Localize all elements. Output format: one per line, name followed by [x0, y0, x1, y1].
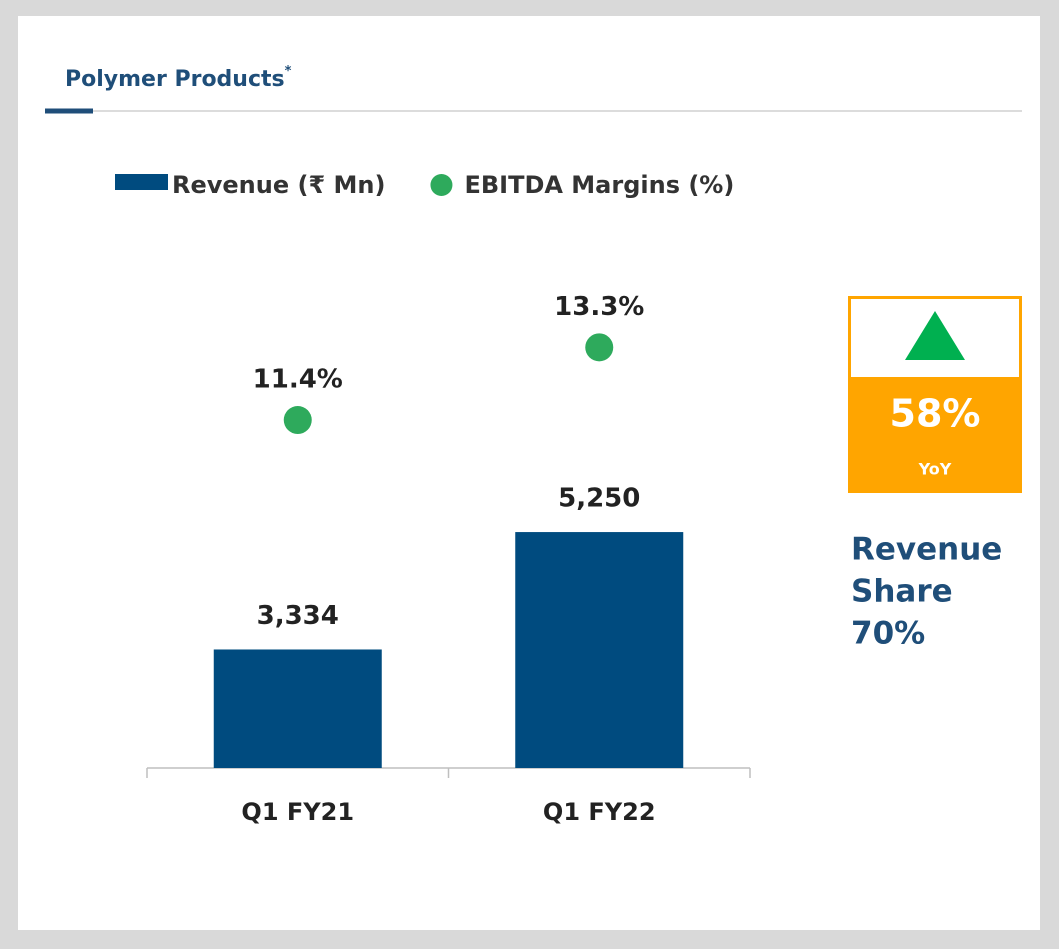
x-tick-label: Q1 FY21 [241, 798, 354, 826]
legend-label: Revenue (₹ Mn) [172, 171, 385, 199]
data-label: 3,334 [257, 601, 339, 631]
dot [283, 406, 312, 435]
bar [515, 532, 684, 768]
data-label: 5,250 [558, 484, 640, 514]
data-label: 13.3% [554, 292, 644, 322]
legend-swatch [430, 174, 453, 196]
chart-title: Polymer Products* [65, 64, 292, 93]
data-label: 11.4% [253, 365, 343, 395]
growth-value: 58% [890, 392, 981, 436]
growth-period: YoY [918, 460, 952, 479]
dot [585, 333, 614, 362]
title-mark: * [285, 64, 292, 79]
share-text: 70% [851, 616, 925, 652]
title-text: Polymer Products [65, 67, 285, 92]
legend-label: EBITDA Margins (%) [464, 171, 734, 199]
bar [213, 649, 382, 768]
share-text: Revenue [851, 532, 1002, 568]
share-text: Share [851, 574, 953, 610]
up-arrow [905, 311, 965, 360]
x-tick-label: Q1 FY22 [543, 798, 656, 826]
legend-swatch [115, 174, 168, 190]
